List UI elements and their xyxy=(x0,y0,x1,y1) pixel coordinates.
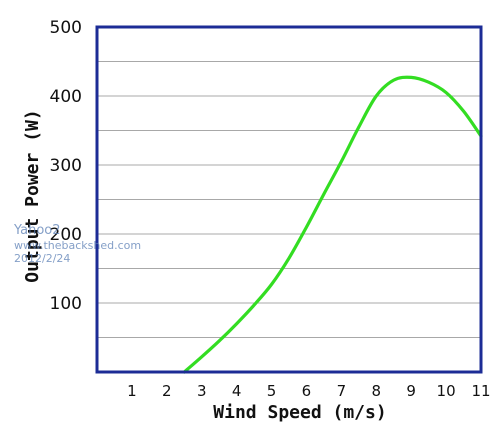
x-tick-label-1: 1 xyxy=(127,382,137,400)
x-tick-label-7: 7 xyxy=(337,382,347,400)
plot-frame xyxy=(95,25,483,374)
series-layer xyxy=(182,75,483,374)
watermark-line-2: www.thebackshed.com xyxy=(14,239,141,252)
grid-lines xyxy=(97,61,481,338)
y-axis-label: Output Power (W) xyxy=(22,109,43,282)
y-tick-label-100: 100 xyxy=(50,294,82,314)
tick-labels: 1 2 3 4 5 6 7 8 9 10 11 100 200 300 400 500 xyxy=(50,18,491,400)
x-tick-label-3: 3 xyxy=(197,382,207,400)
y-tick-label-500: 500 xyxy=(50,18,82,38)
x-tick-label-10: 10 xyxy=(437,382,456,400)
x-tick-label-4: 4 xyxy=(232,382,242,400)
x-tick-label-6: 6 xyxy=(302,382,312,400)
x-tick-label-9: 9 xyxy=(406,382,416,400)
watermark-line-1: Yahoo2 xyxy=(13,223,61,238)
y-tick-label-300: 300 xyxy=(50,156,82,176)
x-tick-label-11: 11 xyxy=(471,382,490,400)
series-line-0 xyxy=(182,75,483,374)
watermark: Yahoo2 www.thebackshed.com 2012/2/24 xyxy=(13,223,141,265)
x-axis-label: Wind Speed (m/s) xyxy=(213,402,386,423)
y-tick-label-200: 200 xyxy=(50,225,82,245)
x-tick-label-2: 2 xyxy=(162,382,172,400)
watermark-line-3: 2012/2/24 xyxy=(14,252,70,265)
x-tick-label-8: 8 xyxy=(371,382,381,400)
x-tick-label-5: 5 xyxy=(267,382,277,400)
y-tick-label-400: 400 xyxy=(50,87,82,107)
